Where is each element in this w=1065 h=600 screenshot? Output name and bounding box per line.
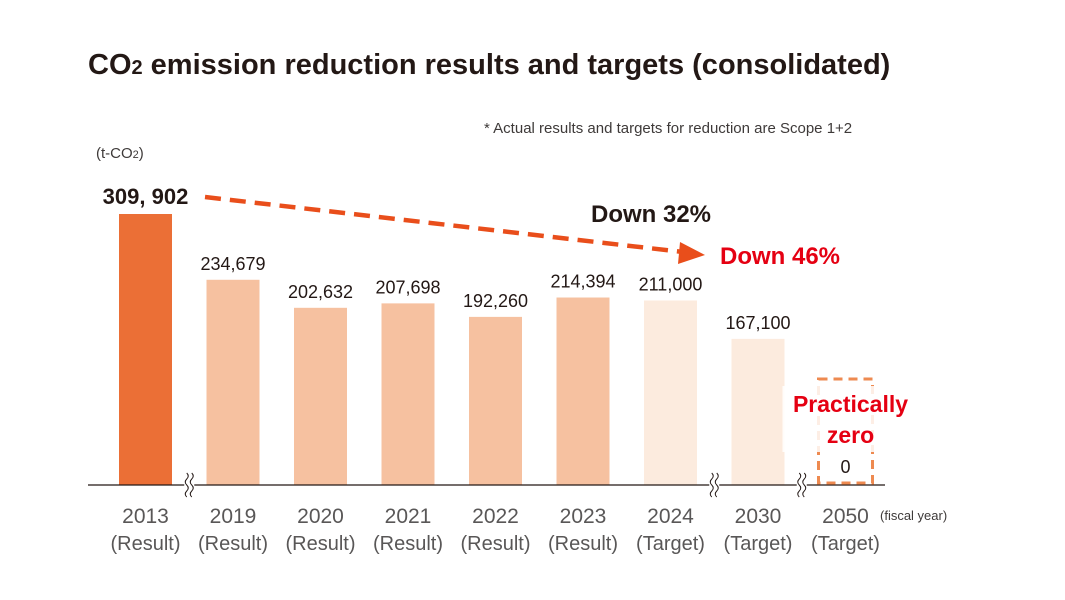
bars-layer [119,214,785,485]
x-tick-note-2022: (Result) [460,533,530,555]
x-tick-note-2013: (Result) [110,533,180,555]
x-tick-2019: 2019 [210,505,257,528]
value-label-2030: 167,100 [725,313,790,333]
y-unit-suffix: ) [139,145,144,162]
x-tick-2024: 2024 [647,505,694,528]
y-unit-prefix: (t-CO [96,145,133,162]
bar-2022 [469,316,522,485]
x-unit-label: (fiscal year) [880,508,947,523]
trend-arrow-head [678,242,705,264]
x-tick-2013: 2013 [122,505,169,528]
scope-note: * Actual results and targets for reducti… [484,120,852,137]
axis-break-2013 [184,472,195,498]
x-tick-note-2030: (Target) [724,533,793,555]
x-tick-note-2024: (Target) [636,533,705,555]
y-unit-subscript: 2 [133,149,139,161]
annotation-layer: Down 32% Down 46% Practically zero [204,194,909,485]
value-label-2020: 202,632 [288,282,353,302]
bar-2019 [206,279,260,485]
y-unit-label: (t-CO2) [96,145,144,162]
x-tick-note-2019: (Result) [198,533,268,555]
x-tick-note-2020: (Result) [285,533,355,555]
annotation-practically: Practically [793,391,908,417]
value-label-2023: 214,394 [550,272,615,292]
x-tick-note-2050: (Target) [811,533,880,555]
annotation-down-46: Down 46% [720,243,840,270]
x-tick-2020: 2020 [297,505,344,528]
x-tick-2021: 2021 [385,505,432,528]
bar-2020 [294,307,347,485]
axis-break-2024 [709,472,720,498]
axis-break-2030 [796,472,807,498]
trend-arrow-line [204,194,684,255]
bar-2030 [731,338,785,485]
chart-title-prefix: CO [88,49,132,81]
value-label-2024: 211,000 [639,274,703,294]
bar-2021 [381,303,435,485]
bar-2013 [119,214,172,485]
x-tick-note-2021: (Result) [373,533,443,555]
x-tick-note-2023: (Result) [548,533,618,555]
value-label-2019: 234,679 [200,254,265,274]
value-label-2013: 309, 902 [103,184,189,209]
chart-title-suffix: emission reduction results and targets (… [143,49,891,81]
x-tick-2030: 2030 [735,505,782,528]
x-tick-2023: 2023 [560,505,607,528]
annotation-zero: zero [827,422,874,448]
value-label-2022: 192,260 [463,291,528,311]
chart-title-subscript: 2 [132,57,143,79]
value-label-2050: 0 [840,457,850,477]
labels-layer: 309, 902 234,679 202,632 207,698 192,260 214,… [103,184,851,477]
value-label-2021: 207,698 [375,277,440,297]
bar-2023 [556,297,610,485]
bar-2024 [644,300,697,485]
chart-title: CO2 emission reduction results and targe… [88,49,890,81]
x-tick-2050: 2050 [822,505,869,528]
axis-layer: 2013 (Result) 2019 (Result) 2020 (Result) 2021… [88,472,947,555]
annotation-down-32: Down 32% [591,201,711,228]
x-tick-2022: 2022 [472,505,519,528]
